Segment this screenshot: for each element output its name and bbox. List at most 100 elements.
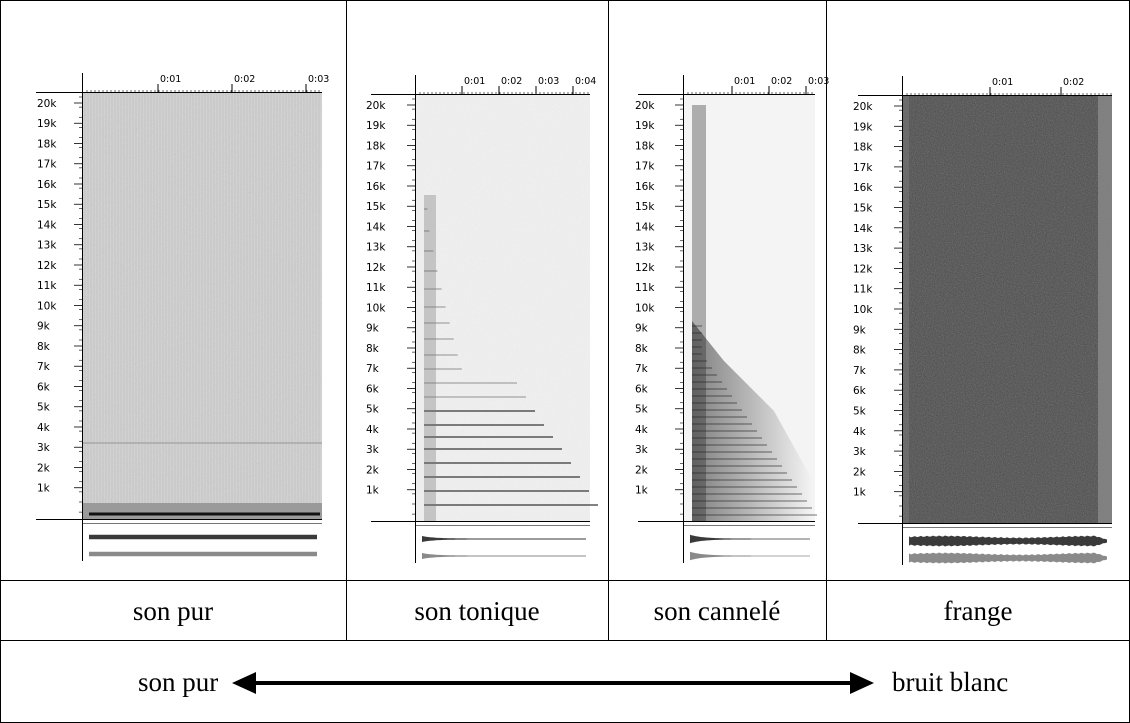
freq-tick-label: 18k xyxy=(635,140,655,152)
freq-tick-label: 8k xyxy=(853,345,867,357)
freq-tick-label: 18k xyxy=(366,140,386,152)
time-tick-label: 0:01 xyxy=(464,76,485,87)
double-arrow xyxy=(232,672,874,694)
freq-tick-label: 6k xyxy=(853,385,867,397)
freq-tick-label: 18k xyxy=(853,142,873,154)
freq-tick-label: 17k xyxy=(366,161,386,173)
freq-tick-label: 1k xyxy=(366,485,380,497)
freq-tick-label: 14k xyxy=(366,221,386,233)
freq-tick-label: 2k xyxy=(366,464,380,476)
freq-tick-label: 5k xyxy=(366,404,380,416)
freq-tick-label: 4k xyxy=(366,424,380,436)
freq-tick-label: 9k xyxy=(37,321,51,333)
freq-tick-label: 7k xyxy=(853,365,867,377)
freq-tick-label: 10k xyxy=(366,302,386,314)
spectrogram-fringe: 0:01 0:02 20k 19k 18k 17k 16k 15k 14k 13k 12k 11k 10… xyxy=(853,76,1112,565)
panel-label-son-pur: son pur xyxy=(133,596,213,626)
freq-tick-label: 5k xyxy=(37,402,51,414)
freq-tick-label: 19k xyxy=(366,120,386,132)
waveform xyxy=(89,534,317,557)
freq-tick-label: 11k xyxy=(366,282,386,294)
panel-label-frange: frange xyxy=(944,596,1013,626)
freq-tick-label: 8k xyxy=(635,343,649,355)
spectrogram-area xyxy=(83,93,322,519)
freq-tick-label: 3k xyxy=(853,446,867,458)
continuum-right-label: bruit blanc xyxy=(892,667,1008,697)
freq-tick-label: 15k xyxy=(366,201,386,213)
freq-tick-label: 19k xyxy=(635,120,655,132)
freq-tick-label: 6k xyxy=(37,381,51,393)
freq-tick-label: 13k xyxy=(366,242,386,254)
freq-tick-label: 19k xyxy=(37,118,57,130)
freq-tick-label: 7k xyxy=(635,363,649,375)
time-tick-label: 0:03 xyxy=(538,76,559,87)
freq-tick-label: 8k xyxy=(37,341,51,353)
freq-tick-label: 20k xyxy=(366,100,386,112)
freq-tick-label: 2k xyxy=(635,464,649,476)
spectrogram-tonic: 0:01 0:02 0:03 0:04 20k 19k 18k 17k 16k 15k 14k 13k… xyxy=(366,75,598,563)
continuum-left-label: son pur xyxy=(138,667,218,697)
freq-tick-label: 5k xyxy=(853,405,867,417)
freq-tick-label: 10k xyxy=(853,304,873,316)
time-tick-label: 0:02 xyxy=(501,76,522,87)
freq-tick-label: 13k xyxy=(853,243,873,255)
freq-tick-label: 4k xyxy=(37,422,51,434)
freq-tick-label: 15k xyxy=(853,202,873,214)
freq-tick-label: 7k xyxy=(37,361,51,373)
freq-tick-label: 12k xyxy=(37,260,57,272)
spectrogram-pure: 0:01 0:02 0:03 20k 19k 18k 17k 16k 15k 14k 13k 12k 1… xyxy=(36,73,329,561)
freq-tick-label: 17k xyxy=(37,159,57,171)
freq-tick-label: 5k xyxy=(635,404,649,416)
time-tick-label: 0:01 xyxy=(160,74,181,85)
freq-tick-label: 16k xyxy=(853,182,873,194)
waveform xyxy=(690,534,810,561)
freq-tick-label: 14k xyxy=(853,223,873,235)
freq-tick-label: 14k xyxy=(37,219,57,231)
freq-tick-label: 18k xyxy=(37,138,57,150)
spectrogram-area xyxy=(416,95,598,521)
freq-tick-label: 17k xyxy=(635,161,655,173)
freq-tick-label: 3k xyxy=(635,444,649,456)
freq-tick-label: 8k xyxy=(366,343,380,355)
time-tick-label: 0:02 xyxy=(771,76,792,87)
freq-tick-label: 2k xyxy=(37,462,51,474)
freq-tick-label: 15k xyxy=(635,201,655,213)
waveform xyxy=(909,535,1107,564)
freq-tick-label: 6k xyxy=(635,383,649,395)
panel-label-son-tonique: son tonique xyxy=(414,596,539,626)
freq-tick-label: 10k xyxy=(37,300,57,312)
freq-tick-label: 20k xyxy=(635,100,655,112)
time-tick-label: 0:04 xyxy=(575,76,596,87)
spectrogram-area xyxy=(903,96,1112,523)
freq-tick-label: 13k xyxy=(37,240,57,252)
freq-tick-label: 9k xyxy=(366,323,380,335)
freq-tick-label: 13k xyxy=(635,242,655,254)
freq-tick-label: 3k xyxy=(37,442,51,454)
freq-tick-label: 16k xyxy=(37,179,57,191)
spectrogram-grooved: 0:01 0:02 0:03 20k 19k 18k 17k 16k 15k 14k 13k 12k 1… xyxy=(635,75,829,563)
freq-tick-label: 4k xyxy=(635,424,649,436)
freq-tick-label: 15k xyxy=(37,199,57,211)
freq-tick-label: 1k xyxy=(37,483,51,495)
freq-tick-label: 14k xyxy=(635,221,655,233)
continuum-row: son pur bruit blanc xyxy=(138,667,1008,697)
freq-tick-label: 9k xyxy=(853,324,867,336)
time-tick-label: 0:01 xyxy=(992,77,1013,88)
freq-tick-label: 9k xyxy=(635,323,649,335)
freq-tick-label: 6k xyxy=(366,383,380,395)
time-tick-label: 0:03 xyxy=(308,74,329,85)
freq-tick-label: 11k xyxy=(37,280,57,292)
freq-tick-label: 11k xyxy=(635,282,655,294)
freq-tick-label: 3k xyxy=(366,444,380,456)
freq-tick-label: 10k xyxy=(635,302,655,314)
freq-tick-label: 11k xyxy=(853,284,873,296)
freq-tick-label: 20k xyxy=(37,98,57,110)
freq-tick-label: 12k xyxy=(853,263,873,275)
freq-tick-label: 1k xyxy=(853,487,867,499)
spectrogram-panels: 0:01 0:02 0:03 20k 19k 18k 17k 16k 15k 14k 13k 12k 1… xyxy=(36,73,1112,565)
freq-tick-label: 19k xyxy=(853,121,873,133)
label-row: son pur son tonique son cannelé frange xyxy=(133,596,1013,626)
time-tick-label: 0:02 xyxy=(1063,77,1084,88)
freq-tick-label: 20k xyxy=(853,101,873,113)
